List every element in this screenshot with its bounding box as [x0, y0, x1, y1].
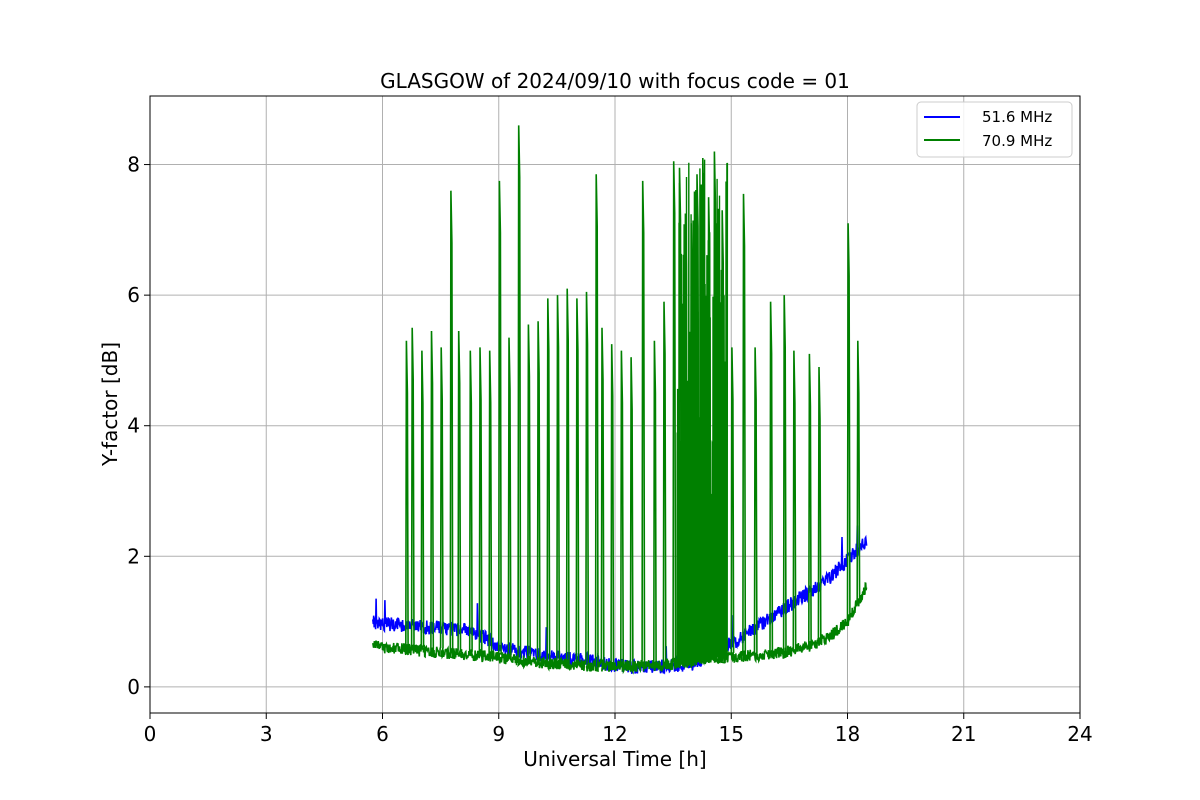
series-burst-70-9: [676, 159, 729, 664]
y-axis-label: Y-factor [dB]: [98, 342, 122, 467]
x-tick-label: 21: [951, 722, 976, 746]
y-tick-label: 2: [127, 544, 140, 568]
chart-title: GLASGOW of 2024/09/10 with focus code = …: [380, 69, 850, 93]
y-axis-ticks: 0 2 4 6 8: [127, 153, 150, 699]
x-tick-label: 0: [144, 722, 157, 746]
x-tick-label: 24: [1067, 722, 1092, 746]
x-tick-label: 18: [835, 722, 860, 746]
series-layer: [372, 125, 868, 675]
x-tick-label: 3: [260, 722, 273, 746]
x-tick-label: 9: [492, 722, 505, 746]
x-axis-label: Universal Time [h]: [523, 747, 706, 771]
x-axis-ticks: 0 3 6 9 12 15 18 21 24: [144, 713, 1093, 746]
y-tick-label: 8: [127, 153, 140, 177]
y-tick-label: 0: [127, 675, 140, 699]
series-line-70-9: [372, 125, 868, 675]
legend-label-51-6: 51.6 MHz: [982, 108, 1052, 126]
y-tick-label: 6: [127, 283, 140, 307]
legend-label-70-9: 70.9 MHz: [982, 132, 1052, 150]
y-tick-label: 4: [127, 414, 140, 438]
x-tick-label: 12: [602, 722, 627, 746]
x-tick-label: 15: [719, 722, 744, 746]
x-tick-label: 6: [376, 722, 389, 746]
legend-box: [916, 101, 1073, 158]
legend: 51.6 MHz 70.9 MHz: [916, 101, 1073, 158]
